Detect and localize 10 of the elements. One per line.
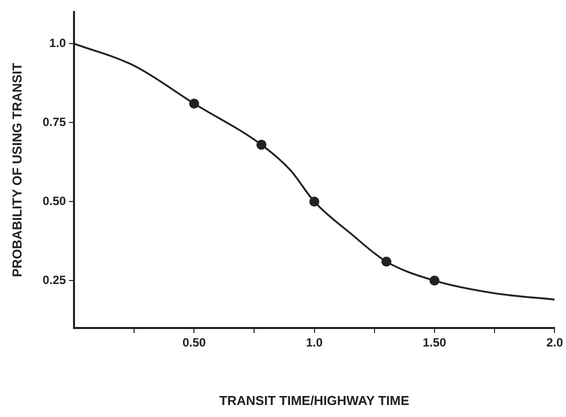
x-tick-label: 1.0 bbox=[306, 336, 323, 350]
y-tick-label: 0.25 bbox=[42, 272, 66, 287]
x-tick-label: 2.0 bbox=[546, 336, 564, 350]
y-tick-label: 0.75 bbox=[42, 114, 66, 129]
x-tick-label: 0.50 bbox=[182, 336, 206, 350]
y-tick-label: 0.50 bbox=[42, 194, 66, 208]
y-axis-title: PROBABILITY OF USING TRANSIT bbox=[9, 62, 24, 278]
y-tick-label: 1.0 bbox=[49, 36, 66, 50]
x-axis-title: TRANSIT TIME/HIGHWAY TIME bbox=[219, 392, 410, 408]
x-tick-label: 1.50 bbox=[422, 336, 446, 350]
